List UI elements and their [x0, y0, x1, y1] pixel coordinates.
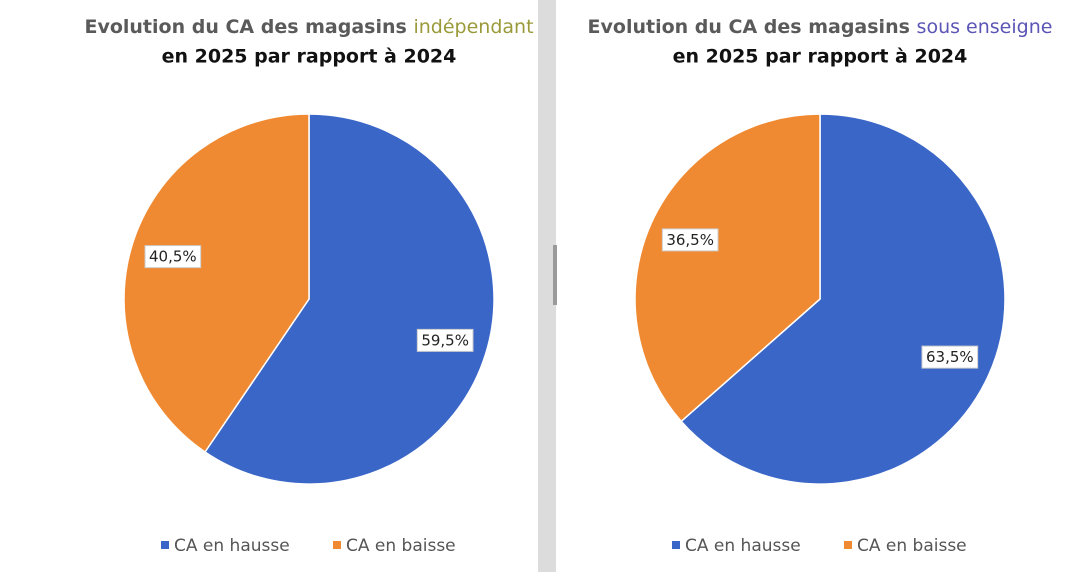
value-label: 63,5%	[921, 345, 979, 369]
title-text: Evolution du CA des magasins	[84, 16, 406, 38]
legend-marker	[844, 541, 852, 549]
legend-label: CA en hausse	[174, 536, 290, 556]
value-label-text: 36,5%	[666, 231, 714, 249]
legend-label: CA en hausse	[685, 536, 801, 556]
value-label-box	[416, 328, 474, 352]
value-label-text: 40,5%	[149, 248, 197, 266]
legend-marker	[672, 541, 680, 549]
chart-title: Evolution du CA des magasins sous enseig…	[588, 16, 1053, 38]
chart-title: Evolution du CA des magasins indépendant	[84, 16, 533, 38]
value-label-box	[144, 245, 202, 269]
value-label-text: 63,5%	[926, 348, 974, 366]
value-label: 59,5%	[416, 328, 474, 352]
value-label-box	[921, 345, 979, 369]
title-highlight: sous enseigne	[917, 16, 1053, 38]
pie-slice	[680, 113, 1006, 485]
pie-slice	[123, 113, 310, 454]
legend-label: CA en baisse	[346, 536, 456, 556]
value-label: 36,5%	[661, 228, 719, 252]
scrollbar	[553, 245, 557, 305]
pie-slice	[203, 113, 495, 485]
legend-marker	[333, 541, 341, 549]
title-highlight: indépendant	[413, 16, 533, 38]
legend-marker	[161, 541, 169, 549]
value-label: 40,5%	[144, 245, 202, 269]
chart-subtitle: en 2025 par rapport à 2024	[673, 46, 968, 68]
chart-subtitle: en 2025 par rapport à 2024	[162, 46, 457, 68]
divider	[538, 0, 556, 572]
value-label-box	[661, 228, 719, 252]
pie-slice	[634, 113, 821, 423]
chart: Evolution du CA des magasins indépendant…	[84, 16, 533, 557]
legend-label: CA en baisse	[857, 536, 967, 556]
chart: Evolution du CA des magasins sous enseig…	[588, 16, 1053, 557]
value-label-text: 59,5%	[421, 331, 469, 349]
title-text: Evolution du CA des magasins	[588, 16, 910, 38]
